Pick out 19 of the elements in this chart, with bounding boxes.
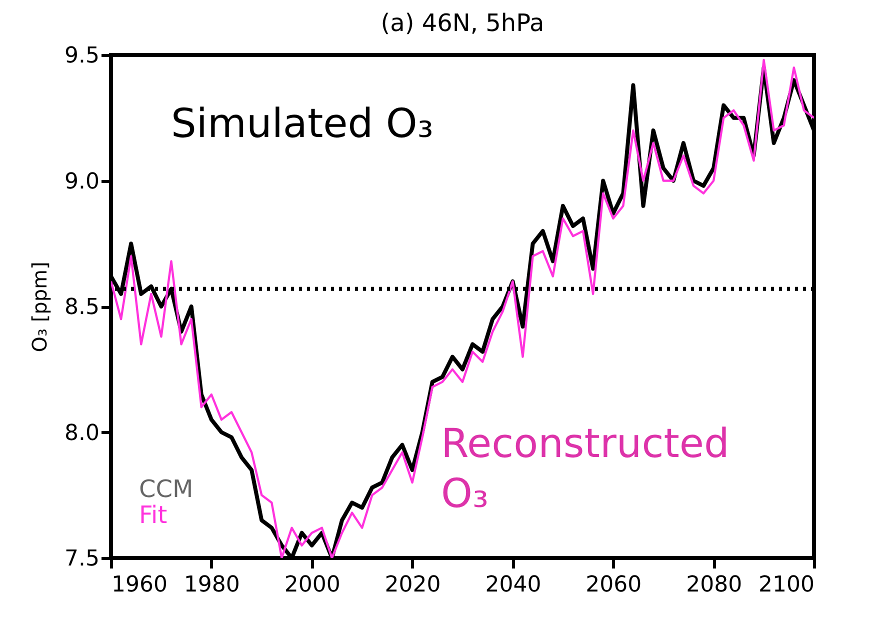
annotation: Simulated O₃: [171, 101, 434, 147]
x-tick-label: 1960: [112, 572, 168, 598]
x-tick-label: 2040: [485, 572, 542, 598]
x-tick-label: 2020: [384, 572, 441, 598]
x-tick-label: 2100: [758, 572, 814, 598]
text: Fit: [139, 501, 168, 529]
x-tick-label: 1980: [184, 572, 240, 598]
y-tick-label: 8.0: [64, 420, 100, 446]
y-axis-title: O₃ [ppm]: [28, 262, 52, 352]
text: CCM: [139, 475, 194, 503]
annotation: Reconstructed O₃: [441, 421, 730, 517]
y-tick-label: 7.5: [64, 546, 100, 572]
y-tick-label: 9.0: [64, 169, 100, 194]
x-tick-label: 2080: [686, 572, 742, 598]
y-tick-label: 8.5: [64, 295, 100, 320]
y-tick-label: 9.5: [64, 44, 100, 68]
x-tick-label: 2060: [586, 572, 642, 598]
x-tick-label: 2000: [284, 572, 340, 598]
chart-title: (a) 46N, 5hPa: [380, 9, 544, 37]
